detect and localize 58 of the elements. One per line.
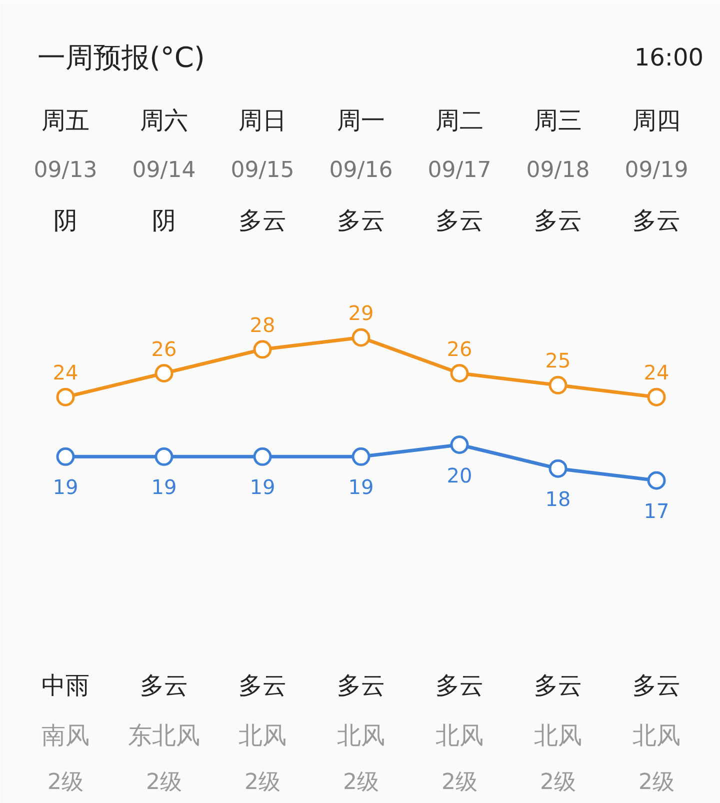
text: 北风 xyxy=(632,722,680,750)
text: 多云 xyxy=(238,672,286,700)
x-tick-label: 周三 09/18 多云 xyxy=(526,106,590,234)
text: 2级 xyxy=(146,770,182,795)
text: 北风 xyxy=(337,722,385,750)
x-tick-label: 周五 09/13 阴 xyxy=(34,106,98,234)
data-label: 29 xyxy=(348,301,374,325)
data-label: 25 xyxy=(545,348,571,373)
data-label: 24 xyxy=(52,360,78,385)
x-tick-label: 周二 09/17 多云 xyxy=(428,106,492,234)
text: 北风 xyxy=(238,722,286,750)
data-label: 24 xyxy=(644,360,670,385)
x-tick-label: 周四 09/19 多云 xyxy=(624,106,688,234)
data-label: 26 xyxy=(151,336,177,361)
data-label: 19 xyxy=(250,475,276,500)
text: 多云 xyxy=(436,672,484,700)
point xyxy=(253,340,272,359)
data-label: 26 xyxy=(446,336,472,361)
text: 东北风 xyxy=(128,722,200,750)
data-label: 20 xyxy=(446,463,472,488)
point xyxy=(647,388,666,406)
chart-title: 一周预报(°C) xyxy=(38,41,205,74)
x-tick-label: 周日 09/15 多云 xyxy=(230,106,294,234)
text: 2级 xyxy=(442,770,478,795)
text: 多云 xyxy=(632,672,680,700)
point xyxy=(352,447,370,466)
data-label: 28 xyxy=(250,312,276,337)
x-tick-label: 周六 09/14 阴 xyxy=(132,106,196,234)
data-label: 19 xyxy=(52,475,78,500)
point xyxy=(548,459,568,478)
text: 多云 xyxy=(534,672,582,700)
text: 多云 xyxy=(140,672,188,700)
point xyxy=(450,436,469,454)
text: 中雨 xyxy=(42,672,90,700)
x-tick-label: 周一 09/16 多云 xyxy=(329,106,393,234)
text: 2级 xyxy=(343,770,379,795)
text: 2级 xyxy=(48,770,84,795)
data-label: 18 xyxy=(545,487,571,512)
point xyxy=(352,328,370,347)
point xyxy=(647,471,666,490)
text: 2级 xyxy=(638,770,674,795)
point xyxy=(450,364,469,382)
point xyxy=(548,376,568,394)
text: 2级 xyxy=(244,770,280,795)
chart-subtitle: 16:00 xyxy=(634,44,704,72)
point xyxy=(56,447,75,466)
point xyxy=(154,364,174,382)
point xyxy=(56,388,75,406)
point xyxy=(154,447,174,466)
point xyxy=(253,447,272,466)
data-label: 19 xyxy=(151,475,177,500)
data-label: 19 xyxy=(348,475,374,500)
text: 多云 xyxy=(337,672,385,700)
text: 北风 xyxy=(534,722,582,750)
text: 2级 xyxy=(540,770,576,795)
text: 北风 xyxy=(436,722,484,750)
text: 南风 xyxy=(42,722,90,750)
data-label: 17 xyxy=(644,499,670,523)
